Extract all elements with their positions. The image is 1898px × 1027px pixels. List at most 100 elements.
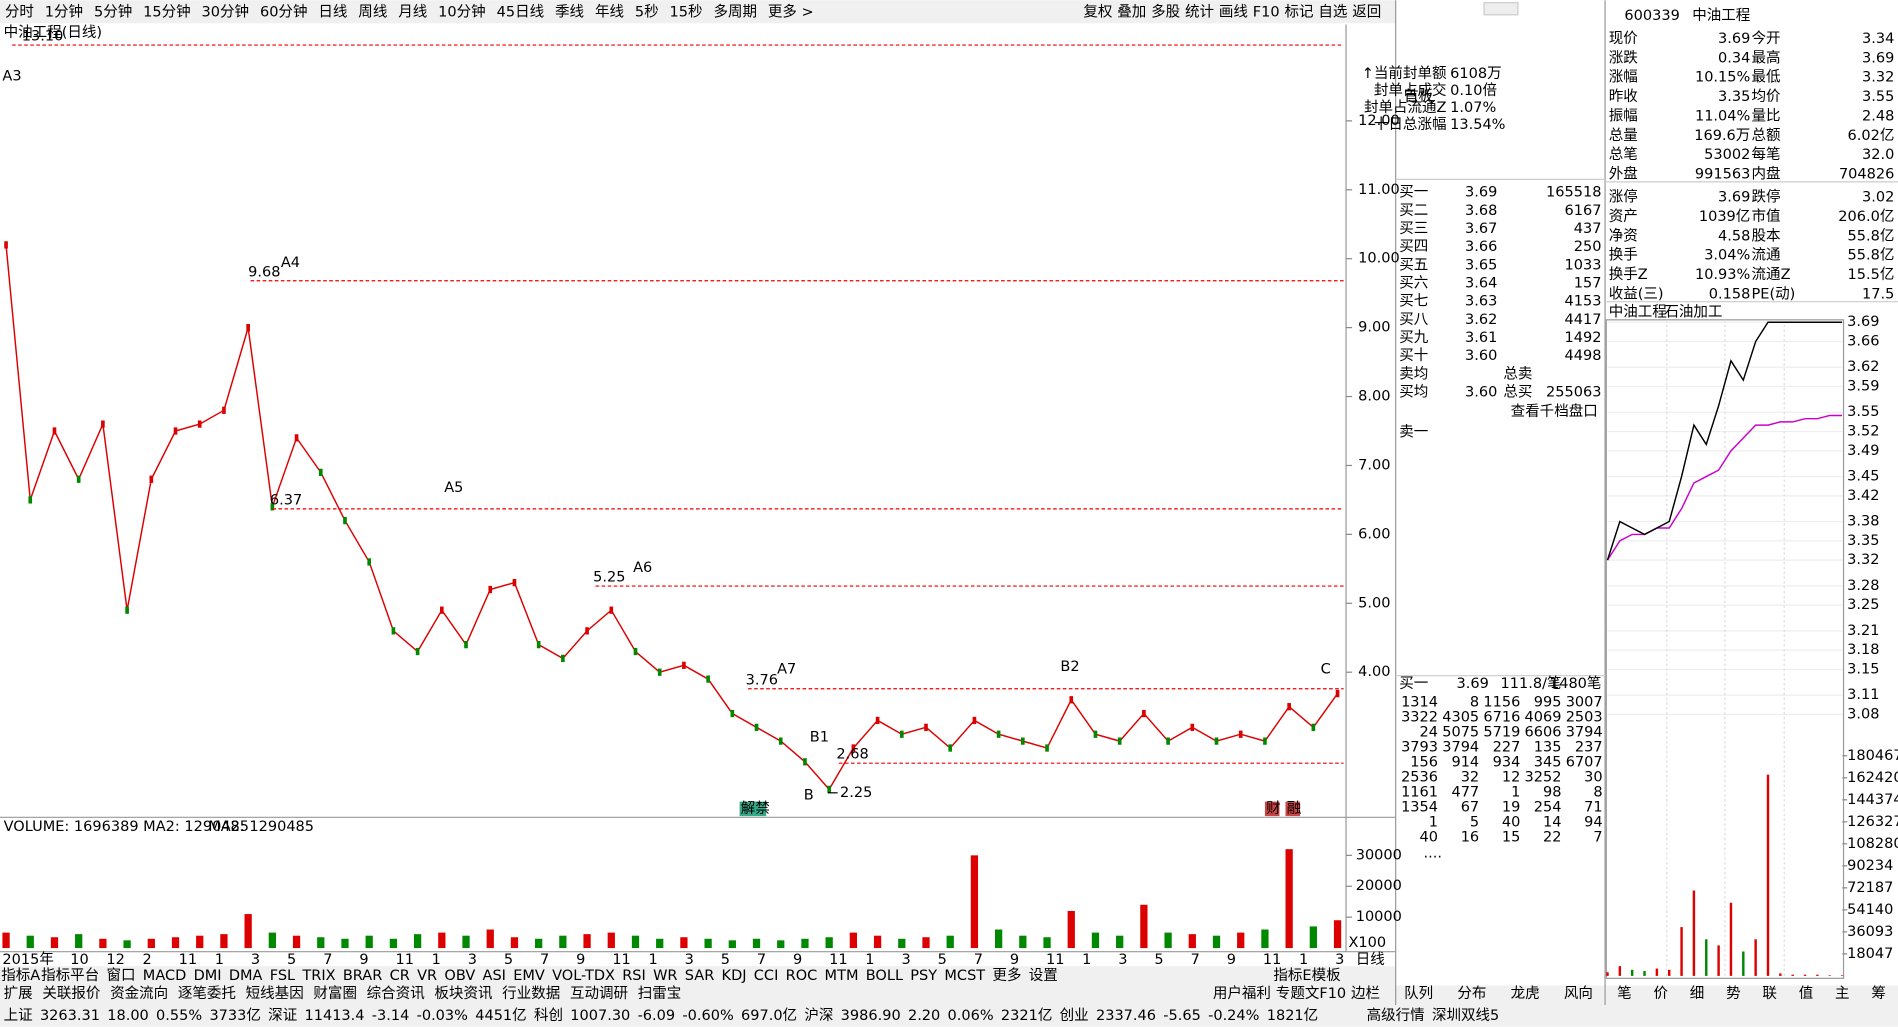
period-tab[interactable]: 60分钟 [260,3,308,20]
quote-value: 3.69 [1862,50,1894,66]
panel-tab[interactable]: 风向 [1564,985,1593,1002]
period-tab[interactable]: 45日线 [497,3,545,20]
y-tick-label: 11.00 [1358,182,1400,198]
period-tab[interactable]: 多周期 [713,3,757,20]
tool-button[interactable]: 多股 [1151,3,1180,20]
info-tab[interactable]: 关联报价 [42,985,101,1002]
tool-button[interactable]: 叠加 [1117,3,1146,20]
tool-button[interactable]: 复权 [1083,2,1113,20]
indicator-tab[interactable]: RSI [622,968,646,984]
queue-cell: 345 [1534,754,1562,770]
tool-button[interactable]: 自选 [1318,3,1348,20]
queue-cell: 934 [1493,754,1521,770]
indicator-tab[interactable]: FSL [270,968,296,984]
quote-value: 1039亿 [1699,208,1750,225]
depth-link[interactable]: 查看千档盘口 [1511,402,1598,420]
indicator-tab[interactable]: BOLL [866,968,904,984]
panel-tab[interactable]: 价 [1653,986,1668,1002]
tool-button[interactable]: 统计 [1185,3,1214,20]
panel-tab[interactable]: 筹 [1871,985,1886,1002]
info-tab[interactable]: 资金流向 [110,985,168,1002]
mini-volume-bar [1779,973,1782,976]
indicator-tab[interactable]: 更多 [992,967,1021,984]
tool-button[interactable]: F10 [1253,4,1280,20]
period-tab[interactable]: 30分钟 [202,3,250,20]
info-tab[interactable]: 综合资讯 [367,985,426,1002]
indicator-tab[interactable]: 指标平台 [41,967,99,984]
period-tab[interactable]: 15秒 [670,3,703,20]
tool-button[interactable]: 标记 [1284,3,1313,20]
info-tab[interactable]: 边栏 [1351,985,1380,1002]
indicator-tab[interactable]: ASI [483,968,506,984]
indicator-template[interactable]: 指标E模板 [1273,966,1341,984]
panel-tab[interactable]: 细 [1690,985,1705,1002]
chart-title: 中油工程(日线) [4,24,102,41]
indicator-tab[interactable]: DMA [229,968,263,984]
period-tab[interactable]: 1分钟 [45,3,83,20]
info-tab[interactable]: 扫雷宝 [638,985,682,1002]
info-tab[interactable]: 财富圈 [313,984,357,1002]
panel-tab[interactable]: 队列 [1404,985,1433,1002]
period-tab[interactable]: 15分钟 [143,3,191,20]
period-tab[interactable]: 日线 [318,3,347,20]
indicator-tab[interactable]: 窗口 [106,966,135,984]
panel-tab[interactable]: 主 [1835,985,1850,1002]
indicator-tab[interactable]: PSY [910,968,937,984]
mini-volume-bar [1680,927,1683,976]
indicator-tab[interactable]: CCI [754,968,779,984]
quote-value: 55.8亿 [1848,247,1895,264]
period-tab[interactable]: 周线 [358,3,387,20]
period-tab[interactable]: 5秒 [635,3,659,20]
info-tab[interactable]: 板块资讯 [434,984,493,1002]
queue-cell: 4305 [1442,709,1479,725]
indicator-tab[interactable]: WR [653,968,677,984]
indicator-tab[interactable]: CR [390,968,410,984]
indicator-tab[interactable]: VOL-TDX [552,968,615,984]
indicator-tab[interactable]: MCST [944,968,985,984]
tool-button[interactable]: 画线 [1219,3,1248,20]
indicator-tab[interactable]: BRAR [343,968,382,984]
panel-tab[interactable]: 值 [1799,985,1814,1002]
period-tab[interactable]: 分时 [5,3,34,20]
period-tab[interactable]: 年线 [595,3,624,20]
info-tab[interactable]: 扩展 [4,985,33,1002]
period-tab[interactable]: 5分钟 [94,3,132,20]
indicator-tab[interactable]: MTM [825,968,859,984]
panel-tab[interactable]: 笔 [1617,985,1632,1002]
indicator-tab[interactable]: DMI [194,968,222,984]
info-tab[interactable]: 互动调研 [570,985,628,1002]
panel-tab[interactable]: 分布 [1457,985,1486,1002]
info-tab[interactable]: 用户福利 [1213,985,1271,1002]
indicator-tab[interactable]: SAR [685,968,715,984]
indicator-tab[interactable]: TRIX [301,968,335,984]
indicator-tab[interactable]: MACD [143,968,187,984]
panel-tab[interactable]: 龙虎 [1511,985,1540,1002]
info-tab[interactable]: 逐笔委托 [178,985,236,1002]
indicator-tab[interactable]: OBV [444,968,475,984]
info-tab[interactable]: 专题文F10 [1276,985,1346,1002]
event-marker[interactable]: 解禁 [741,800,770,817]
collapse-handle[interactable] [1483,2,1519,16]
indicator-tab[interactable]: 设置 [1029,967,1058,984]
panel-tab[interactable]: 势 [1726,985,1741,1002]
volume-bar [946,935,954,949]
event-marker[interactable]: 财 [1266,800,1281,817]
indicator-tab[interactable]: VR [417,968,437,984]
status-item: 沪深 [804,1007,833,1024]
volume-bar [462,935,470,949]
period-tab[interactable]: 10分钟 [438,3,486,20]
y-tick-label: 3.25 [1847,597,1879,613]
info-tab[interactable]: 行业数据 [502,985,560,1002]
panel-tab[interactable]: 联 [1762,985,1777,1002]
info-tab[interactable]: 短线基因 [246,985,304,1002]
event-marker[interactable]: 融 [1287,800,1302,817]
queue-cell: 14 [1543,814,1561,830]
tool-button[interactable]: 返回 [1352,3,1381,20]
indicator-tab[interactable]: KDJ [722,968,747,984]
period-tab[interactable]: 更多 > [768,3,814,20]
indicator-tab[interactable]: EMV [513,968,545,984]
x-tick-label: 1 [865,952,874,968]
period-tab[interactable]: 季线 [555,3,584,20]
indicator-tab[interactable]: ROC [786,968,818,984]
period-tab[interactable]: 月线 [398,3,427,20]
